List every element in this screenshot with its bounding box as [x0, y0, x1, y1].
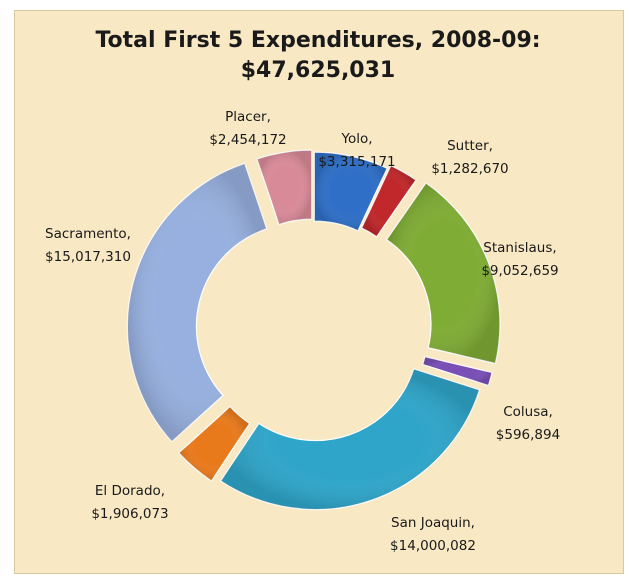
slice-sacramento [126, 162, 268, 443]
slice-eldorado [177, 405, 251, 482]
label-colusa: Colusa, $596,894 [496, 404, 560, 443]
label-eldorado: El Dorado, $1,906,073 [91, 483, 168, 522]
label-yolo: Yolo, $3,315,171 [318, 131, 395, 170]
slice-sutter [360, 164, 417, 238]
label-sutter: Sutter, $1,282,670 [431, 138, 508, 177]
slice-placer [256, 149, 313, 226]
chart-title-line1: Total First 5 Expenditures, 2008-09: [95, 28, 541, 53]
chart-title-total: $47,625,031 [240, 58, 396, 83]
label-placer: Placer, $2,454,172 [209, 109, 286, 148]
label-sanjoaquin: San Joaquin, $14,000,082 [390, 515, 476, 554]
label-sacramento: Sacramento, $15,017,310 [45, 226, 131, 265]
chart-title: Total First 5 Expenditures, 2008-09: $47… [0, 26, 636, 86]
slice-stanislaus [385, 182, 501, 365]
slice-colusa [421, 355, 493, 387]
slice-yolo [313, 151, 388, 232]
label-stanislaus: Stanislaus, $9,052,659 [481, 240, 558, 279]
slice-sanjoaquin [219, 368, 481, 511]
